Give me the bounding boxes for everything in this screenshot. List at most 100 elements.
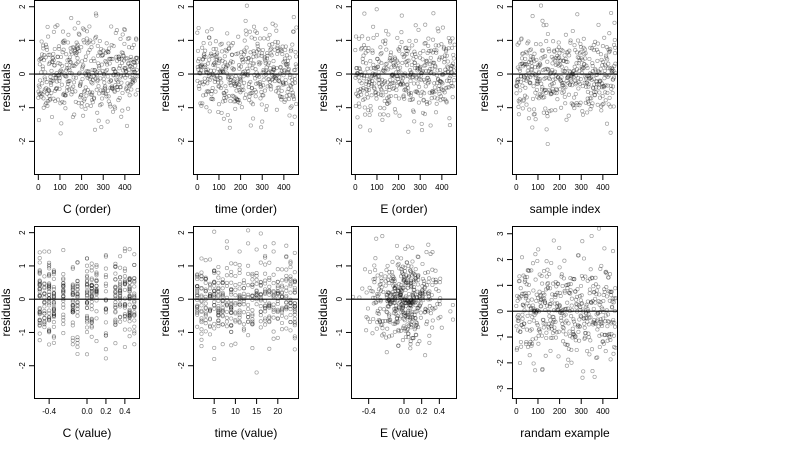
data-point (590, 69, 595, 74)
data-point (292, 278, 297, 283)
data-point (67, 67, 72, 72)
data-point (208, 68, 213, 73)
data-point (596, 22, 601, 27)
y-axis-label: residuals (0, 63, 13, 111)
data-point (598, 266, 603, 271)
data-point (383, 62, 388, 67)
data-point (367, 80, 372, 85)
data-point (451, 52, 456, 57)
data-point (127, 310, 132, 315)
data-point (272, 74, 278, 80)
data-point (51, 294, 56, 299)
data-point (390, 72, 395, 77)
data-point (89, 80, 94, 85)
data-point (39, 39, 44, 44)
data-point (548, 335, 553, 340)
data-point (267, 301, 272, 306)
data-point (545, 114, 550, 119)
data-point (113, 285, 118, 291)
data-point (593, 321, 598, 326)
data-point (264, 107, 269, 112)
data-point (519, 61, 524, 66)
data-point (413, 325, 418, 330)
data-point (411, 290, 416, 295)
data-point (381, 331, 386, 336)
data-point (378, 288, 384, 293)
data-point (48, 80, 53, 85)
data-point (261, 83, 266, 88)
data-point (219, 41, 224, 46)
data-point (70, 303, 75, 308)
data-point (279, 308, 285, 313)
data-point (556, 56, 561, 61)
data-point (450, 36, 455, 41)
data-point (132, 284, 137, 289)
data-point (587, 56, 592, 62)
data-point (258, 83, 263, 88)
data-point (89, 265, 94, 270)
data-point (88, 103, 93, 108)
data-point (216, 280, 221, 285)
data-point (366, 87, 372, 93)
data-point (95, 79, 100, 84)
data-point (293, 67, 298, 72)
data-point (53, 76, 58, 81)
data-point (445, 64, 450, 69)
data-point (543, 54, 548, 59)
data-point (578, 298, 583, 303)
data-point (420, 296, 425, 301)
data-point (42, 322, 47, 327)
data-point (602, 289, 607, 294)
data-point (75, 56, 80, 61)
data-point (39, 52, 45, 57)
data-point (384, 61, 389, 66)
data-point (272, 79, 277, 84)
data-point (254, 247, 259, 252)
data-point (601, 101, 606, 106)
data-point (291, 15, 296, 20)
data-point (583, 76, 589, 81)
data-point (374, 96, 379, 101)
data-point (410, 299, 415, 304)
data-point (290, 93, 295, 98)
data-point (387, 290, 392, 295)
data-point (68, 60, 73, 65)
data-point (284, 304, 289, 310)
data-point (519, 255, 525, 260)
data-point (403, 281, 408, 286)
data-point (89, 325, 94, 330)
data-point (597, 95, 603, 100)
data-point (267, 42, 272, 47)
data-point (75, 304, 80, 309)
data-point (581, 62, 587, 67)
data-point (271, 293, 276, 298)
data-point (284, 81, 289, 86)
data-point (599, 85, 605, 90)
data-point (427, 100, 432, 105)
data-point (229, 287, 234, 292)
data-point (548, 91, 553, 96)
data-point (203, 294, 208, 299)
data-point (564, 283, 569, 288)
data-point (89, 334, 94, 339)
data-point (113, 106, 118, 111)
data-point (75, 302, 80, 307)
data-point (574, 294, 579, 299)
x-tick-label: 0 (353, 183, 358, 192)
data-point (402, 298, 407, 303)
data-point (413, 272, 418, 277)
data-point (572, 333, 577, 338)
data-point (526, 282, 531, 287)
data-point (523, 296, 528, 301)
data-point (60, 63, 65, 68)
data-point (59, 69, 64, 74)
data-point (407, 274, 412, 279)
data-point (411, 287, 416, 292)
data-point (603, 349, 608, 354)
data-point (592, 374, 597, 379)
data-point (413, 303, 418, 308)
data-point (119, 50, 124, 55)
data-point (376, 81, 381, 86)
data-point (118, 285, 123, 290)
data-point (613, 286, 618, 291)
